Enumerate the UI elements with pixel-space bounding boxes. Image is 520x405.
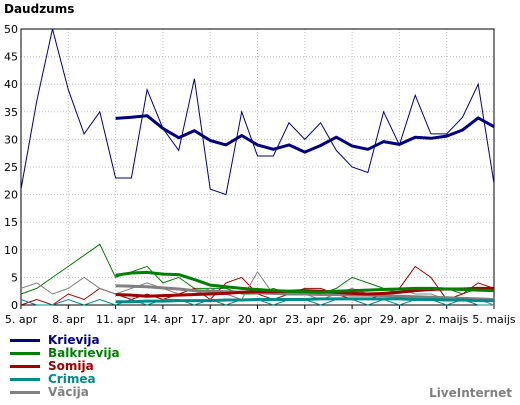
- x-tick-label: 26. apr: [332, 313, 372, 326]
- tick-labels: 0 5 10 15 20 25 30 35 40 45 50 5. apr 8. apr 11. apr 1…: [4, 23, 516, 326]
- average-line-balkrievija: [115, 270, 495, 294]
- average-line-crimea: [115, 297, 494, 304]
- y-tick-label: 0: [11, 299, 18, 312]
- y-tick-label: 20: [4, 189, 18, 202]
- legend-label: Vācija: [48, 385, 89, 399]
- y-tick-label: 5: [11, 271, 18, 284]
- x-tick-label: 5. apr: [5, 313, 38, 326]
- y-tick-label: 45: [4, 51, 18, 64]
- chart-title: Daudzums: [4, 2, 75, 16]
- grid: [21, 28, 495, 305]
- x-tick-label: 8. apr: [52, 313, 85, 326]
- series-line-vācija: [20, 270, 495, 306]
- x-tick-label: 2. maijs: [425, 313, 469, 326]
- x-tick-label: 14. apr: [143, 313, 183, 326]
- y-tick-label: 30: [4, 133, 18, 146]
- legend-swatch: [10, 352, 40, 355]
- x-tick-label: 20. apr: [238, 313, 278, 326]
- legend: Krievija Balkrievija Somija Crimea Vācija: [10, 334, 120, 399]
- x-tick-label: 29. apr: [380, 313, 420, 326]
- average-line-vācija: [115, 284, 495, 301]
- y-tick-label: 25: [4, 161, 18, 174]
- legend-label: Crimea: [48, 372, 96, 386]
- y-tick-label: 10: [4, 244, 18, 257]
- y-tick-label: 15: [4, 216, 18, 229]
- legend-item: Vācija: [10, 386, 120, 399]
- legend-item: Crimea: [10, 373, 120, 386]
- series-line-krievija: [20, 28, 495, 196]
- axes: [20, 28, 495, 309]
- legend-swatch: [10, 339, 40, 342]
- average-line-krievija: [115, 114, 495, 154]
- source-label: LiveInternet: [429, 386, 512, 400]
- legend-label: Balkrievija: [48, 346, 120, 360]
- legend-swatch: [10, 378, 40, 381]
- legend-swatch: [10, 391, 40, 394]
- y-tick-label: 35: [4, 106, 18, 119]
- plot-frame: [20, 28, 495, 306]
- x-tick-label: 17. apr: [191, 313, 231, 326]
- legend-label: Krievija: [48, 333, 100, 347]
- x-tick-label: 23. apr: [285, 313, 325, 326]
- legend-item: Somija: [10, 360, 120, 373]
- x-tick-label: 5. maijs: [472, 313, 516, 326]
- legend-label: Somija: [48, 359, 94, 373]
- legend-item: Krievija: [10, 334, 120, 347]
- legend-swatch: [10, 365, 40, 368]
- x-tick-label: 11. apr: [96, 313, 136, 326]
- series-lines: [20, 28, 495, 306]
- y-tick-label: 40: [4, 78, 18, 91]
- legend-item: Balkrievija: [10, 347, 120, 360]
- y-tick-label: 50: [4, 23, 18, 36]
